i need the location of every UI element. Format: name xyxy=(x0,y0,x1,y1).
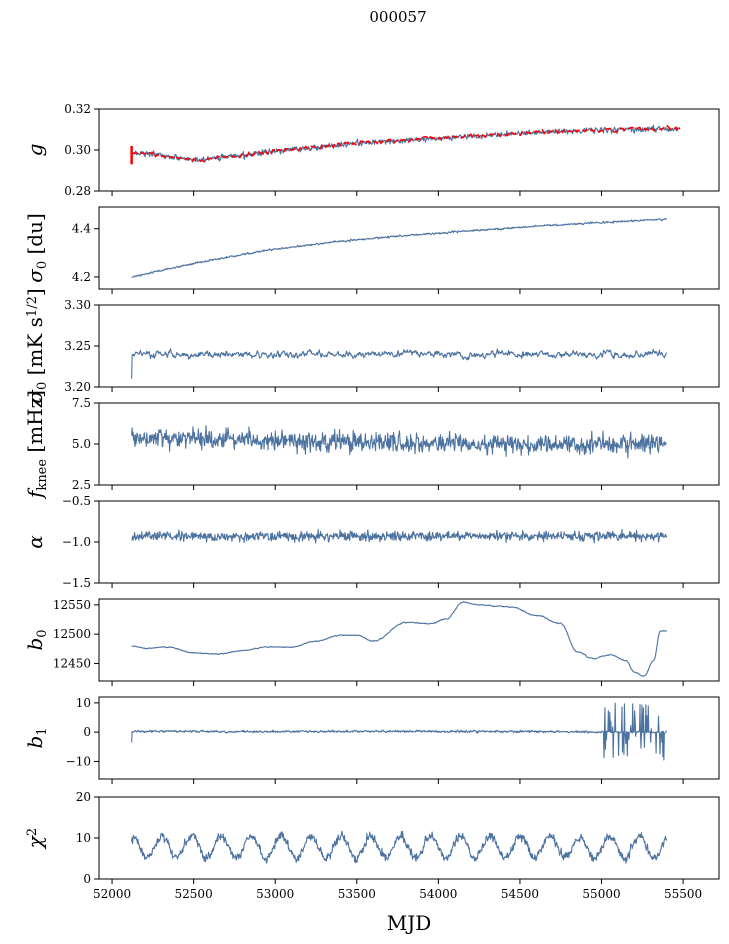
y-tick-label-b1: 0 xyxy=(83,725,91,739)
y-tick-label-sigma0_mK: 3.30 xyxy=(64,298,91,312)
series-line-b1 xyxy=(131,702,668,761)
y-tick-label-sigma0: 4.2 xyxy=(72,270,91,284)
panel-frame-alpha xyxy=(98,500,720,584)
series-line-sigma0 xyxy=(131,218,668,278)
panel-frame-sigma0 xyxy=(98,206,720,290)
y-tick-label-b0: 12450 xyxy=(53,656,91,670)
panel-frame-g xyxy=(98,108,720,192)
y-tick-label-b0: 12550 xyxy=(53,598,91,612)
y-tick-label-sigma0: 4.4 xyxy=(72,222,91,236)
series-line-sigma0_mK xyxy=(131,348,668,379)
x-tick-label: 54500 xyxy=(501,887,539,901)
series-line-g xyxy=(131,124,681,163)
y-tick-label-alpha: −0.5 xyxy=(62,494,91,508)
x-tick-label: 53500 xyxy=(338,887,376,901)
y-tick-label-alpha: −1.0 xyxy=(62,535,91,549)
x-tick-label: 55500 xyxy=(664,887,702,901)
y-tick-label-chi2: 10 xyxy=(76,831,91,845)
y-tick-label-b1: −10 xyxy=(66,754,91,768)
panel-frame-chi2 xyxy=(98,796,720,880)
y-axis-label-b0: b0 xyxy=(23,629,50,650)
x-tick-label: 54000 xyxy=(419,887,457,901)
y-axis-label-sigma0_mK: σ0 [mK s1/2] xyxy=(23,288,50,403)
series-line-fknee xyxy=(131,425,667,459)
y-tick-label-fknee: 2.5 xyxy=(72,478,91,492)
y-tick-label-fknee: 5.0 xyxy=(72,437,91,451)
panel-frame-b1 xyxy=(98,696,720,780)
y-tick-label-g: 0.32 xyxy=(64,102,91,116)
figure-title: 000057 xyxy=(369,8,426,26)
y-axis-label-b1: b1 xyxy=(23,727,50,748)
y-tick-label-sigma0_mK: 3.25 xyxy=(64,339,91,353)
fit-line-g xyxy=(131,124,681,164)
y-tick-label-chi2: 0 xyxy=(83,872,91,886)
y-tick-label-alpha: −1.5 xyxy=(62,576,91,590)
panel-frame-b0 xyxy=(98,598,720,682)
y-axis-label-chi2: χ2 xyxy=(23,828,47,850)
x-tick-label: 55000 xyxy=(582,887,620,901)
panel-frame-sigma0_mK xyxy=(98,304,720,388)
y-tick-label-chi2: 20 xyxy=(76,790,91,804)
y-axis-label-fknee: fknee [mHz] xyxy=(23,390,50,500)
panels-group: 0.28 0.30 0.32 g 4.2 4.4 σ0 [du] 3.20 3.25 3.30 σ0… xyxy=(23,102,720,901)
y-tick-label-b1: 10 xyxy=(76,696,91,710)
x-tick-label: 52500 xyxy=(175,887,213,901)
y-axis-label-alpha: α xyxy=(23,535,47,549)
y-tick-label-b0: 12500 xyxy=(53,627,91,641)
series-line-alpha xyxy=(131,528,668,544)
y-tick-label-fknee: 7.5 xyxy=(72,396,91,410)
y-tick-label-sigma0_mK: 3.20 xyxy=(64,380,91,394)
series-line-b0 xyxy=(131,601,668,677)
y-tick-label-g: 0.30 xyxy=(64,143,91,157)
y-tick-label-g: 0.28 xyxy=(64,184,91,198)
x-tick-label: 52000 xyxy=(93,887,131,901)
series-line-chi2 xyxy=(131,830,668,864)
y-axis-label-sigma0: σ0 [du] xyxy=(23,213,50,283)
y-axis-label-g: g xyxy=(23,144,47,157)
x-tick-label: 53000 xyxy=(256,887,294,901)
x-axis-label: MJD xyxy=(387,911,432,935)
